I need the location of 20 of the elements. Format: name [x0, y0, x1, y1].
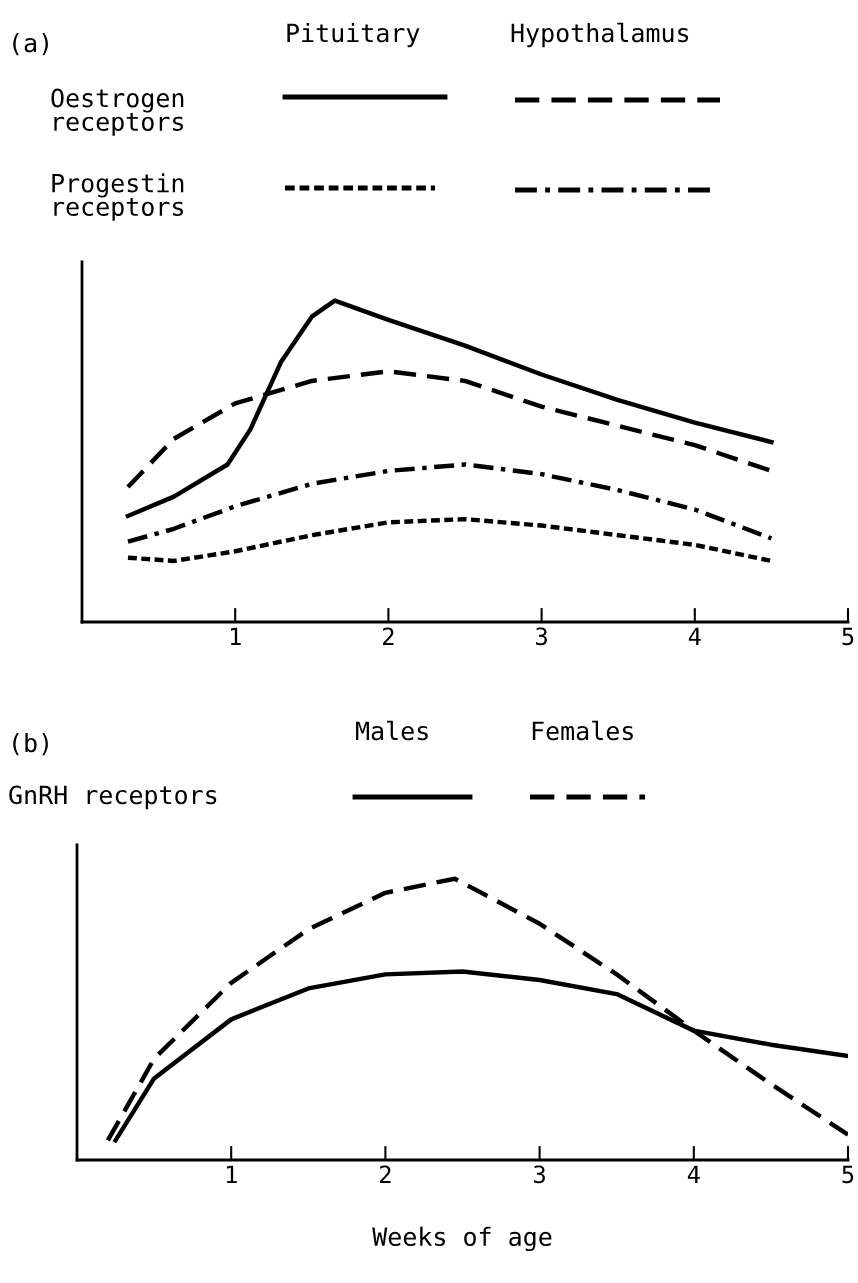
- x-tick-label: 2: [380, 1165, 391, 1183]
- x-tick-label: 1: [230, 627, 241, 645]
- x-tick-label: 1: [226, 1165, 237, 1183]
- text: Hypothalamus: [511, 22, 689, 48]
- x-tick-label: 2: [383, 627, 394, 645]
- x-tick-label: 5: [842, 1165, 854, 1184]
- text: Progestin receptors: [52, 173, 184, 221]
- text: Pituitary: [287, 22, 420, 48]
- text: Oestrogen receptors: [51, 88, 184, 136]
- text: (a): [13, 33, 48, 56]
- text: (b): [13, 732, 48, 756]
- x-tick-label: 4: [687, 1165, 700, 1183]
- text: Males: [356, 720, 428, 741]
- x-tick-label: 4: [688, 627, 701, 645]
- x-tick-label: 5: [842, 627, 854, 646]
- x-tick-label: 3: [536, 627, 547, 646]
- x-axis-title: Weeks of age: [372, 1226, 552, 1252]
- x-tick-label: 3: [534, 1165, 545, 1184]
- text: GnRH receptors: [9, 785, 217, 810]
- text: Females: [532, 720, 633, 741]
